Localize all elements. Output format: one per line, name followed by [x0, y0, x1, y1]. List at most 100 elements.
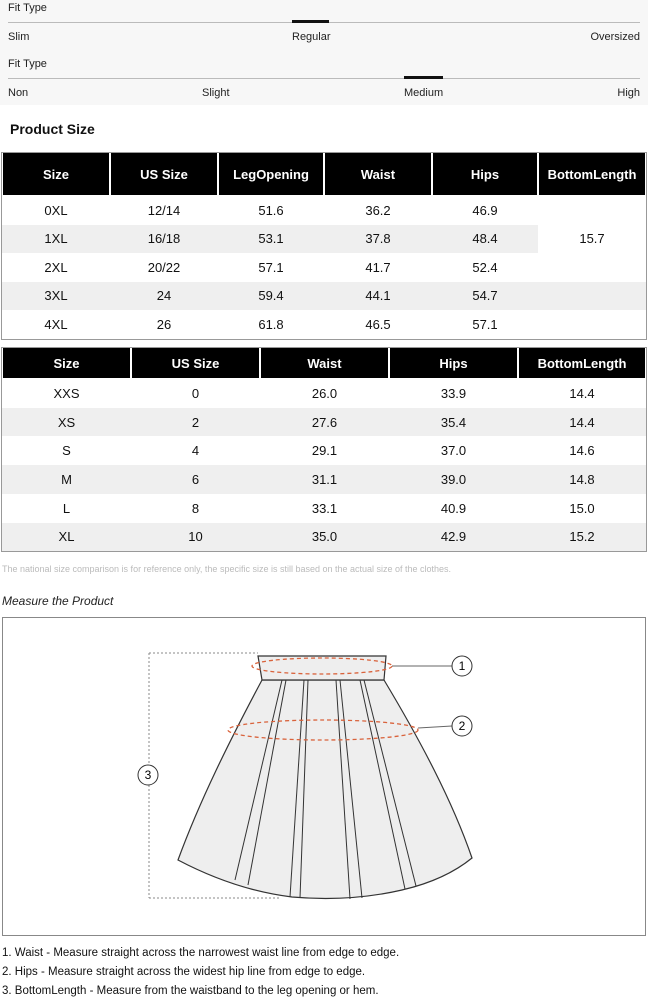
- table-cell: 6: [131, 465, 260, 494]
- note: The national size comparison is for refe…: [2, 564, 452, 574]
- table-cell: 39.0: [389, 465, 518, 494]
- fit-indicator: [404, 76, 443, 79]
- table-cell: [538, 281, 646, 310]
- table-cell: 1XL: [2, 224, 110, 253]
- fit-option: Slim: [8, 31, 30, 43]
- table-cell: 48.4: [432, 224, 538, 253]
- table-header: BottomLength: [539, 153, 645, 195]
- instruction: 1. Waist - Measure straight across the n…: [2, 947, 400, 959]
- table-header: US Size: [132, 348, 259, 378]
- fit-label: Fit Type: [8, 58, 47, 70]
- table-cell: 52.4: [432, 253, 538, 282]
- table-cell: 35.0: [260, 522, 389, 552]
- table-cell: 31.1: [260, 465, 389, 494]
- table-cell: 26.0: [260, 379, 389, 408]
- table-header: US Size: [111, 153, 217, 195]
- table-cell: [538, 310, 646, 339]
- table-cell: 20/22: [110, 253, 218, 282]
- table-header: Size: [3, 153, 109, 195]
- table-cell: S: [2, 436, 131, 466]
- table-cell: 8: [131, 493, 260, 523]
- fit-track: [8, 78, 640, 79]
- fit-label: Fit Type: [8, 2, 47, 14]
- diagram: 1 2 3: [2, 617, 646, 936]
- table-header: LegOpening: [219, 153, 323, 195]
- table-header: Waist: [325, 153, 431, 195]
- table-cell: M: [2, 465, 131, 494]
- measure-title: Measure the Product: [2, 594, 114, 608]
- fit-indicator: [292, 20, 329, 23]
- table-cell: 46.9: [432, 196, 538, 225]
- callout: 1: [459, 659, 466, 673]
- table-cell: 42.9: [389, 522, 518, 552]
- section-title: Product Size: [10, 121, 95, 137]
- table-cell: L: [2, 493, 131, 523]
- table-cell: 14.4: [518, 379, 646, 408]
- table-cell: 4: [131, 436, 260, 466]
- fit-option: Oversized: [590, 31, 640, 43]
- table-cell: 15.7: [538, 196, 646, 282]
- table-cell: 54.7: [432, 281, 538, 310]
- table-cell: 35.4: [389, 407, 518, 437]
- table-cell: 14.8: [518, 465, 646, 494]
- callout: 2: [459, 719, 466, 733]
- table-cell: 33.9: [389, 379, 518, 408]
- pleats: [234, 679, 417, 900]
- table-cell: 44.1: [324, 281, 432, 310]
- table-cell: 53.1: [218, 224, 324, 253]
- table-cell: 36.2: [324, 196, 432, 225]
- fit-option: Non: [8, 87, 29, 99]
- callout: 3: [145, 768, 152, 782]
- table-cell: 12/14: [110, 196, 218, 225]
- table-cell: 37.0: [389, 436, 518, 466]
- table-header: Hips: [433, 153, 537, 195]
- table-cell: 59.4: [218, 281, 324, 310]
- table-cell: 26: [110, 310, 218, 339]
- table-cell: 10: [131, 522, 260, 552]
- table-cell: 29.1: [260, 436, 389, 466]
- table-cell: 3XL: [2, 281, 110, 310]
- callout-circle: [451, 715, 473, 737]
- table-cell: 37.8: [324, 224, 432, 253]
- table-cell: 57.1: [218, 253, 324, 282]
- table-cell: 2XL: [2, 253, 110, 282]
- table-cell: XS: [2, 407, 131, 437]
- fit-option: Slight: [202, 87, 230, 99]
- table-cell: 40.9: [389, 493, 518, 523]
- table-header: Waist: [261, 348, 388, 378]
- instruction: 2. Hips - Measure straight across the wi…: [2, 966, 366, 978]
- table-cell: 41.7: [324, 253, 432, 282]
- fit-option: High: [617, 87, 640, 99]
- table-header: BottomLength: [519, 348, 645, 378]
- table-cell: XXS: [2, 379, 131, 408]
- fit-panel: [0, 0, 648, 105]
- table-cell: 61.8: [218, 310, 324, 339]
- table-cell: 51.6: [218, 196, 324, 225]
- table-cell: 16/18: [110, 224, 218, 253]
- callout-circle: [451, 655, 473, 677]
- table-header: Hips: [390, 348, 517, 378]
- table-cell: 24: [110, 281, 218, 310]
- leader: [417, 725, 453, 729]
- callout-circle: [137, 764, 159, 786]
- table-cell: 57.1: [432, 310, 538, 339]
- skirt-body: [177, 679, 473, 900]
- table-cell: 0: [131, 379, 260, 408]
- table-cell: 46.5: [324, 310, 432, 339]
- table-cell: 14.6: [518, 436, 646, 466]
- table-cell: 2: [131, 407, 260, 437]
- table-cell: 15.2: [518, 522, 646, 552]
- table-cell: 0XL: [2, 196, 110, 225]
- table-cell: 33.1: [260, 493, 389, 523]
- table-cell: 27.6: [260, 407, 389, 437]
- table-cell: 4XL: [2, 310, 110, 339]
- fit-option: Medium: [404, 87, 444, 99]
- table-cell: 15.0: [518, 493, 646, 523]
- table-cell: XL: [2, 522, 131, 552]
- waistband: [257, 655, 387, 681]
- table-cell: 14.4: [518, 407, 646, 437]
- instruction: 3. BottomLength - Measure from the waist…: [2, 985, 379, 997]
- table-header: Size: [3, 348, 130, 378]
- hip-measure: [227, 719, 419, 741]
